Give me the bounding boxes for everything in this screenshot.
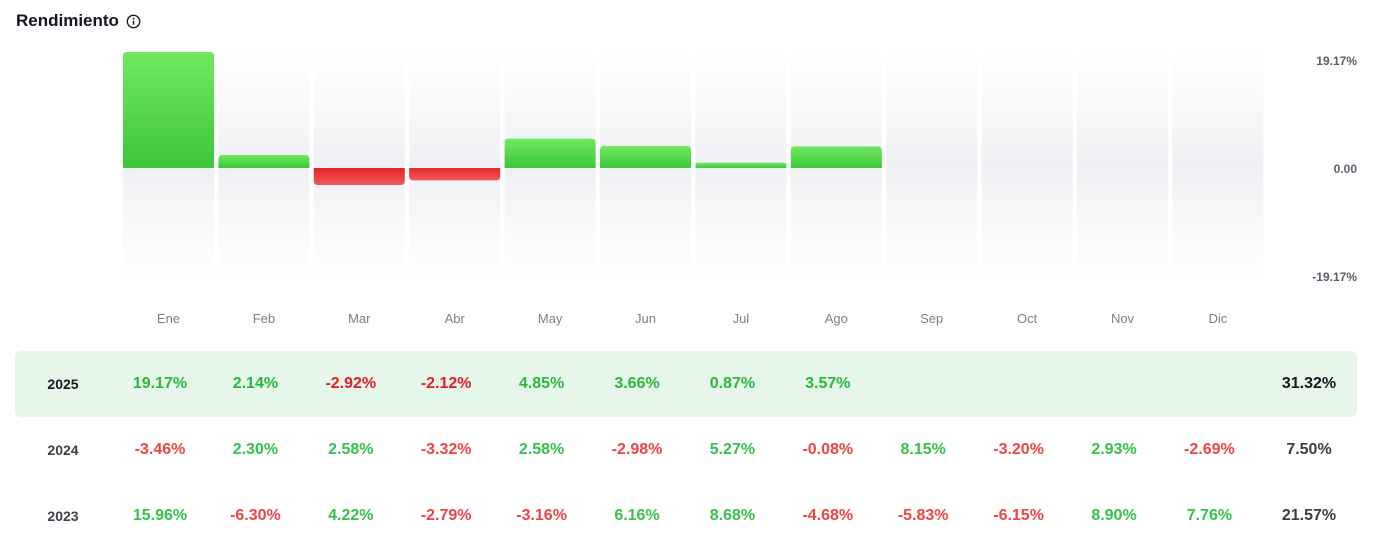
month-return-cell: -4.68%	[802, 507, 854, 524]
year-row: 2025 19.17% 2.14% -2.92% -2.12% 4.85% 3.66% 0.8…	[15, 351, 1357, 417]
x-tick-label: Jul	[733, 311, 750, 326]
month-return-cell: 2.58%	[518, 441, 565, 458]
month-return-cell	[875, 351, 971, 417]
month-return-cell: -6.30%	[230, 507, 281, 524]
month-column-bg	[1172, 50, 1264, 282]
x-tick-label: Feb	[253, 311, 275, 326]
year-total: 7.50%	[1286, 441, 1332, 458]
month-return-cell: 2.58%	[328, 441, 374, 458]
year-label: 2023	[47, 508, 79, 524]
bar-ene[interactable]	[123, 52, 214, 168]
x-tick-label: Ene	[157, 311, 180, 326]
section-title: Rendimiento	[16, 11, 119, 30]
month-return-cell: 8.68%	[709, 507, 756, 524]
month-return-cell: -2.98%	[611, 441, 663, 458]
x-tick-label: Dic	[1209, 311, 1228, 326]
y-tick-label: 0.00	[1334, 162, 1358, 176]
month-return-cell: 19.17%	[132, 375, 188, 392]
month-return-cell: 4.85%	[518, 375, 565, 392]
month-return-cell: 6.16%	[614, 507, 660, 524]
month-return-cell: 4.22%	[328, 507, 374, 524]
month-return-cell: 7.76%	[1186, 507, 1233, 524]
bar-jul[interactable]	[695, 162, 787, 168]
bar-feb[interactable]	[218, 155, 310, 168]
bar-may[interactable]	[504, 138, 596, 168]
year-row: 2023 15.96% -6.30% 4.22% -2.79% -3.16% 6.16% 8.…	[15, 483, 1357, 549]
month-return-cell: 15.96%	[132, 507, 188, 524]
month-return-cell: 0.87%	[709, 375, 756, 392]
month-column-bg	[981, 50, 1073, 282]
year-label: 2024	[47, 442, 79, 458]
month-return-cell: -2.12%	[420, 375, 472, 392]
month-return-cell: -6.15%	[993, 507, 1044, 524]
month-column-bg	[409, 50, 501, 282]
month-return-cell	[971, 351, 1067, 417]
month-return-cell: 2.93%	[1091, 441, 1137, 458]
month-return-cell: -3.32%	[420, 441, 472, 458]
bar-mar[interactable]	[313, 168, 405, 186]
returns-table: 2025 19.17% 2.14% -2.92% -2.12% 4.85% 3.66% 0.8…	[15, 351, 1357, 549]
bar-jun[interactable]	[600, 145, 691, 168]
monthly-returns-chart: Ene Feb Mar Abr May Jun Jul Ago Sep Oct Nov Dic 19.…	[123, 50, 1358, 326]
x-tick-label: May	[538, 311, 563, 326]
month-column-bg	[1077, 50, 1168, 282]
month-return-cell: 5.27%	[709, 441, 756, 458]
y-tick-label: 19.17%	[1316, 54, 1357, 68]
x-tick-label: Ago	[825, 311, 848, 326]
section-header: Rendimiento	[16, 11, 141, 31]
month-return-cell: -2.79%	[420, 507, 472, 524]
month-return-cell	[1066, 351, 1162, 417]
month-return-cell: 8.15%	[900, 441, 946, 458]
month-return-cell: -2.69%	[1184, 441, 1235, 458]
month-return-cell: 3.66%	[614, 375, 660, 392]
y-tick-label: -19.17%	[1312, 270, 1357, 284]
info-icon[interactable]	[126, 14, 141, 29]
x-tick-label: Jun	[635, 311, 656, 326]
month-return-cell: -3.46%	[134, 441, 186, 458]
year-total: 21.57%	[1281, 507, 1337, 524]
month-return-cell: -2.92%	[325, 375, 377, 392]
year-total: 31.32%	[1281, 375, 1337, 392]
x-tick-label: Oct	[1017, 311, 1038, 326]
year-row: 2024 -3.46% 2.30% 2.58% -3.32% 2.58% -2.98% 5.2…	[15, 417, 1357, 483]
month-return-cell: -5.83%	[897, 507, 949, 524]
month-return-cell: -0.08%	[802, 441, 854, 458]
x-tick-label: Sep	[920, 311, 943, 326]
month-return-cell: 8.90%	[1091, 507, 1137, 524]
x-tick-label: Nov	[1111, 311, 1135, 326]
month-return-cell	[1161, 351, 1257, 417]
month-return-cell: 2.14%	[232, 375, 279, 392]
year-label: 2025	[47, 376, 79, 392]
month-return-cell: 3.57%	[805, 375, 851, 392]
x-tick-label: Abr	[445, 311, 466, 326]
month-return-cell: -3.20%	[993, 441, 1044, 458]
month-return-cell: -3.16%	[516, 507, 567, 524]
x-tick-label: Mar	[348, 311, 371, 326]
bar-ago[interactable]	[790, 146, 882, 168]
month-column-bg	[313, 50, 405, 282]
bar-abr[interactable]	[409, 168, 501, 181]
month-return-cell: 2.30%	[232, 441, 279, 458]
month-column-bg	[886, 50, 978, 282]
